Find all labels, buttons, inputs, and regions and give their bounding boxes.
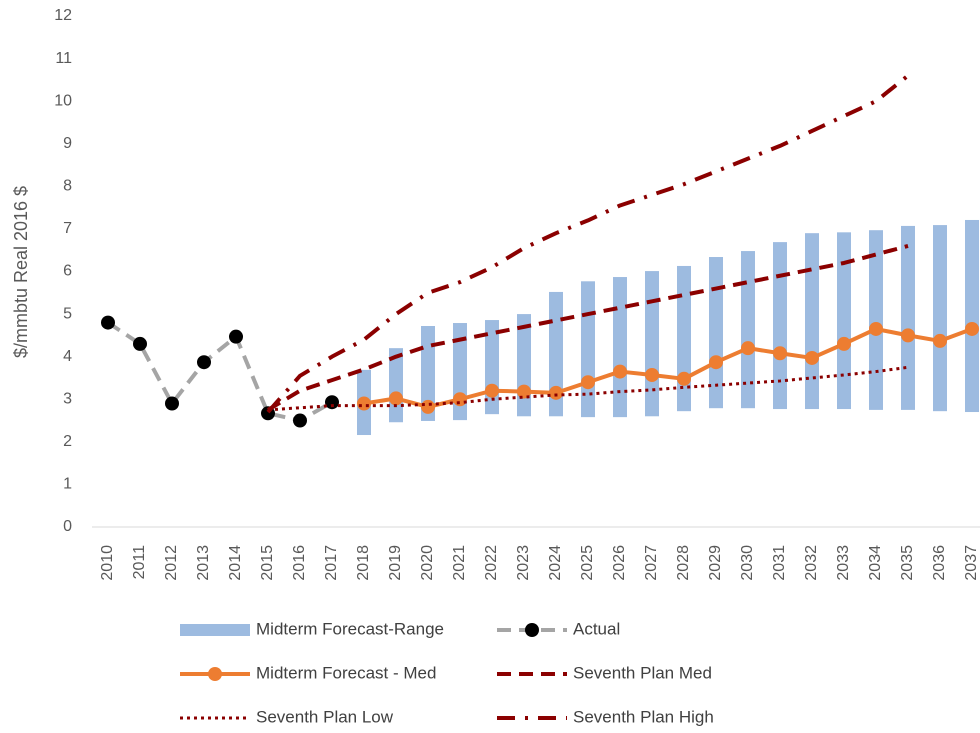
range-bar <box>901 225 915 410</box>
x-tick-label: 2026 <box>611 545 628 581</box>
legend-label: Seventh Plan Low <box>256 707 394 726</box>
x-tick-label: 2024 <box>547 545 564 581</box>
x-tick-label: 2034 <box>867 545 884 581</box>
data-point <box>581 375 595 390</box>
x-tick-label: 2025 <box>579 545 596 581</box>
range-bar <box>709 257 723 409</box>
data-point <box>933 333 947 348</box>
data-point <box>229 329 243 344</box>
range-bar <box>837 232 851 410</box>
data-point <box>453 392 467 407</box>
y-tick-label: 3 <box>63 390 72 407</box>
data-point <box>773 346 787 361</box>
y-axis-title: $/mmbtu Real 2016 $ <box>11 186 31 358</box>
x-tick-label: 2017 <box>323 545 340 581</box>
x-tick-label: 2030 <box>739 545 756 581</box>
legend-label: Midterm Forecast - Med <box>256 663 436 682</box>
data-point <box>837 336 851 351</box>
legend-label: Seventh Plan Med <box>573 663 712 682</box>
data-point <box>645 367 659 382</box>
range-bar <box>677 265 691 412</box>
range-bar <box>421 326 435 421</box>
range-bar <box>613 277 627 418</box>
y-tick-label: 5 <box>63 305 72 322</box>
x-tick-label: 2032 <box>803 545 820 581</box>
y-tick-label: 7 <box>63 220 72 237</box>
data-point <box>549 385 563 400</box>
x-tick-label: 2014 <box>227 545 244 581</box>
x-tick-label: 2011 <box>131 545 148 580</box>
data-point <box>197 355 211 370</box>
x-tick-label: 2031 <box>771 545 788 581</box>
y-tick-label: 6 <box>63 263 72 280</box>
y-tick-label: 2 <box>63 433 72 450</box>
x-tick-label: 2036 <box>931 545 948 581</box>
y-tick-label: 10 <box>54 92 72 109</box>
y-tick-label: 9 <box>63 135 72 152</box>
range-bar <box>741 251 755 409</box>
data-point <box>741 341 755 356</box>
data-point <box>805 350 819 365</box>
data-point <box>389 391 403 406</box>
legend-label: Actual <box>573 619 620 638</box>
x-tick-label: 2012 <box>163 545 180 581</box>
y-tick-label: 11 <box>55 50 72 67</box>
data-point <box>709 355 723 370</box>
data-point <box>101 315 115 330</box>
x-tick-label: 2022 <box>483 545 500 581</box>
y-tick-label: 0 <box>63 518 72 535</box>
series-line <box>266 244 909 412</box>
data-point <box>869 321 883 336</box>
x-tick-label: 2027 <box>643 545 660 581</box>
range-bar <box>581 281 595 418</box>
data-point <box>677 371 691 386</box>
x-tick-label: 2019 <box>387 545 404 581</box>
x-tick-label: 2029 <box>707 545 724 581</box>
range-bar <box>933 225 947 412</box>
range-bar <box>869 230 883 410</box>
y-tick-label: 8 <box>63 178 72 195</box>
x-tick-label: 2028 <box>675 545 692 581</box>
legend-label: Midterm Forecast-Range <box>256 619 444 638</box>
y-tick-label: 12 <box>54 7 72 24</box>
legend-marker <box>525 623 539 637</box>
y-tick-label: 4 <box>63 348 72 365</box>
data-point <box>357 396 371 411</box>
x-tick-label: 2018 <box>355 545 372 581</box>
x-tick-label: 2010 <box>99 545 116 581</box>
legend-swatch <box>180 624 250 636</box>
data-point <box>517 384 531 399</box>
legend-marker <box>208 667 222 681</box>
x-tick-label: 2021 <box>451 545 468 581</box>
x-tick-label: 2037 <box>963 545 980 581</box>
data-point <box>325 395 339 410</box>
range-bar <box>805 233 819 410</box>
data-point <box>901 328 915 343</box>
data-point <box>293 413 307 428</box>
series-line <box>267 365 909 412</box>
y-tick-label: 1 <box>63 476 72 493</box>
legend-label: Seventh Plan High <box>573 707 714 726</box>
x-tick-label: 2013 <box>195 545 212 581</box>
range-bar <box>773 242 787 410</box>
x-tick-label: 2016 <box>291 545 308 581</box>
data-point <box>165 396 179 411</box>
range-bar <box>965 219 979 413</box>
data-point <box>133 336 147 351</box>
data-point <box>485 383 499 398</box>
x-tick-label: 2035 <box>899 545 916 581</box>
x-tick-label: 2033 <box>835 545 852 581</box>
x-tick-label: 2020 <box>419 545 436 581</box>
x-tick-label: 2015 <box>259 545 276 581</box>
range-bar <box>645 271 659 417</box>
series-line <box>266 74 910 414</box>
data-point <box>965 321 979 336</box>
data-point <box>421 399 435 414</box>
x-tick-label: 2023 <box>515 545 532 581</box>
data-point <box>613 364 627 379</box>
